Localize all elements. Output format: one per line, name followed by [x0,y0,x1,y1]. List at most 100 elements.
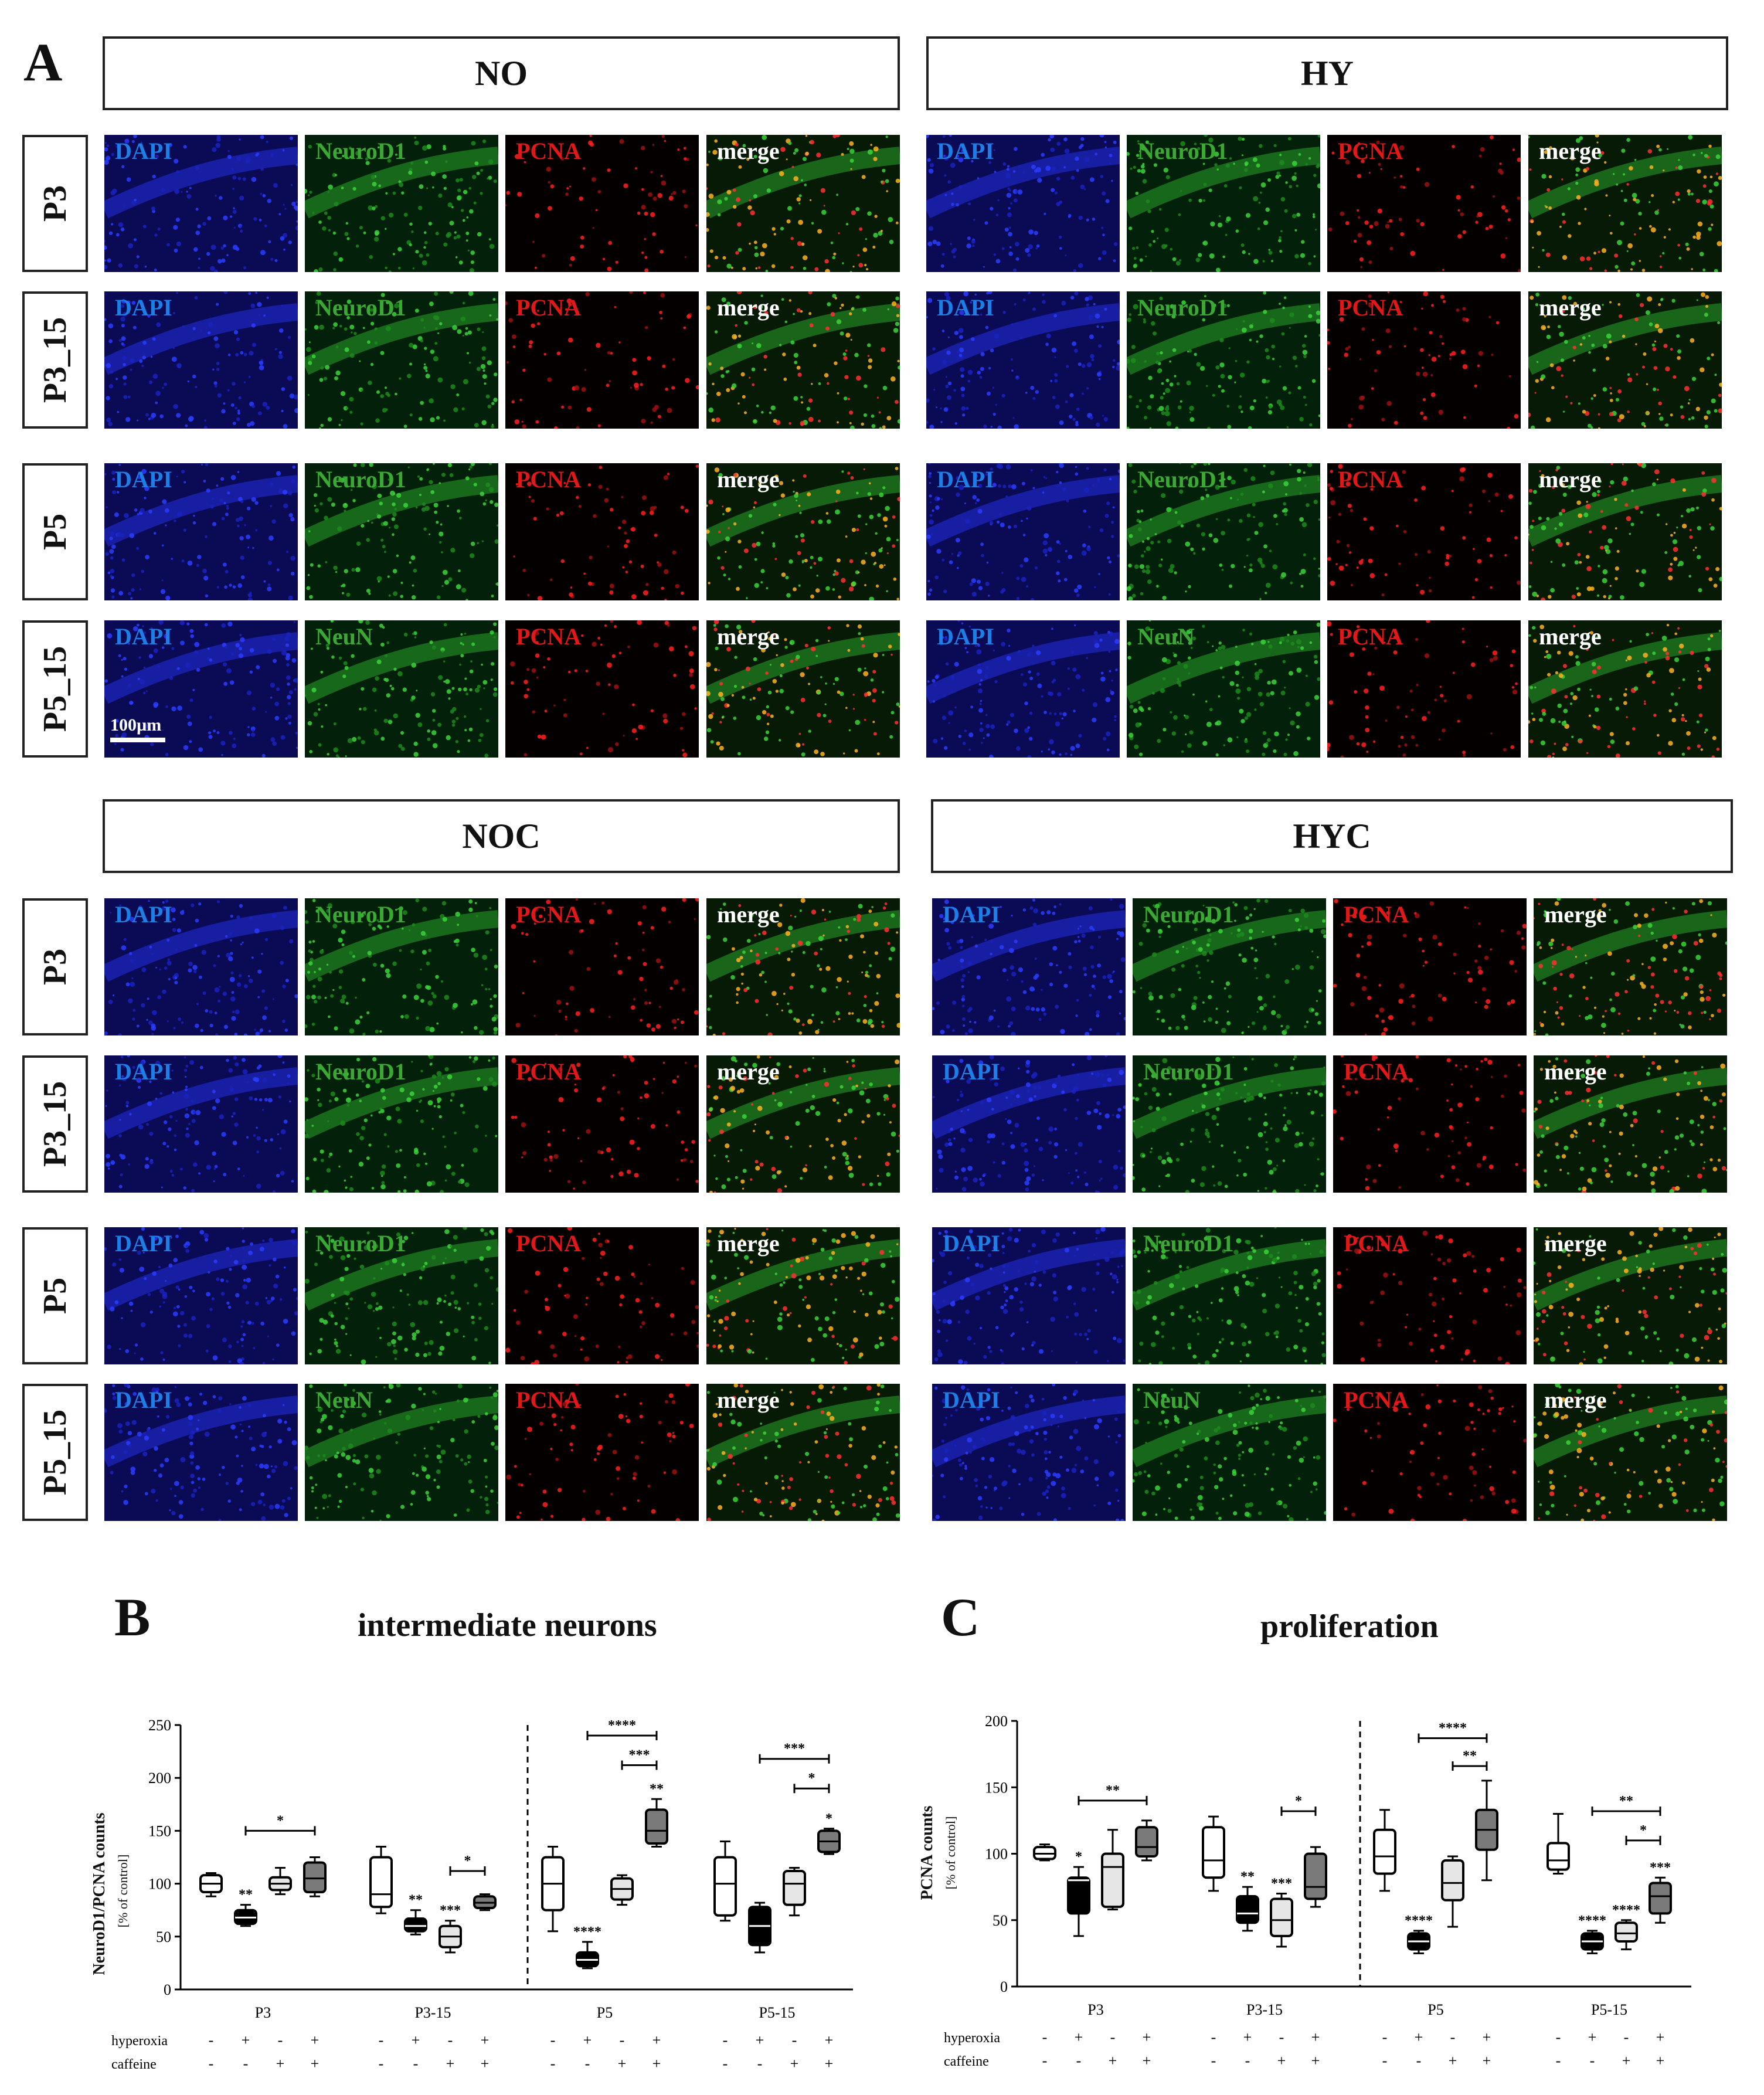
box [1649,1882,1672,1915]
micrograph-tile-neun: NeuN [1133,1384,1326,1521]
tile-channel-label: PCNA [1338,623,1403,650]
box [1101,1852,1124,1909]
condition-sign: + [756,2032,764,2049]
micrograph-tile-pcna: PCNA [505,1227,699,1364]
x-group-label: P3 [1087,2001,1103,2018]
y-tick-label: 100 [985,1846,1008,1863]
micrograph-tile-merge: merge [1528,291,1722,429]
tile-channel-label: NeuroD1 [1143,901,1234,928]
y-tick-label: 50 [156,1928,171,1945]
micrograph-tile-dapi: DAPI [926,620,1120,758]
micrograph-tile-dapi: DAPI [932,1227,1126,1364]
tile-channel-label: merge [717,1387,780,1413]
row-label-text: P3_15 [37,1081,73,1167]
micrograph-tile-merge: merge [1528,620,1722,758]
tile-channel-label: DAPI [943,1230,1000,1257]
condition-sign: - [1076,2052,1082,2069]
micrograph-tile-neurod1: NeuroD1 [305,1227,498,1364]
condition-sign: - [585,2055,590,2072]
micrograph-tile-pcna: PCNA [505,898,699,1035]
bracket-label: **** [608,1718,636,1733]
row-label-p3_15: P3_15 [22,1055,88,1193]
tile-channel-label: DAPI [115,1058,172,1085]
micrograph-tile-merge: merge [1528,463,1722,600]
micrograph-tile-pcna: PCNA [505,1384,699,1521]
significance-star: ** [409,1893,423,1908]
micrograph-tile-neurod1: NeuroD1 [1127,291,1320,429]
micrograph-tile-pcna: PCNA [505,135,699,272]
box [1304,1852,1327,1900]
tile-channel-label: merge [717,623,780,650]
micrograph-tile-merge: merge [706,620,900,758]
tile-channel-label: PCNA [1338,138,1403,164]
condition-sign: + [618,2055,627,2072]
tile-channel-label: DAPI [943,1058,1000,1085]
row-label-p3: P3 [22,135,88,272]
tile-channel-label: NeuroD1 [315,294,406,321]
condition-sign: - [620,2032,625,2049]
panel-letter-b: B [114,1587,151,1647]
condition-sign: + [1243,2029,1252,2046]
tile-channel-label: PCNA [516,1058,582,1085]
micrograph-tile-neurod1: NeuroD1 [1127,135,1320,272]
condition-sign: + [652,2032,661,2049]
tile-channel-label: NeuN [315,623,373,650]
micrograph-tile-pcna: PCNA [1333,1384,1527,1521]
significance-star: **** [573,1924,601,1940]
bracket-label: * [1295,1794,1302,1809]
micrograph-tile-pcna: PCNA [1333,1055,1527,1193]
bracket-label: * [464,1853,471,1869]
tile-channel-label: DAPI [115,901,172,928]
bracket-label: ** [1463,1748,1477,1764]
micrograph-tile-pcna: PCNA [505,463,699,600]
condition-label: NOC [462,816,541,855]
tile-channel-label: NeuroD1 [1137,294,1228,321]
micrograph-tile-merge: merge [1534,1227,1727,1364]
tile-channel-label: NeuroD1 [1137,138,1228,164]
bracket-label: **** [1439,1720,1467,1736]
tile-channel-label: DAPI [115,623,172,650]
bracket-label: * [1640,1823,1647,1838]
tile-channel-label: merge [1544,1058,1607,1085]
bracket-label: *** [784,1741,805,1757]
tile-channel-label: PCNA [516,623,582,650]
row-label-p5_15: P5_15 [22,1384,88,1521]
chart-b-title: intermediate neurons [358,1607,657,1644]
tile-channel-label: merge [717,294,780,321]
micrograph-tile-dapi: DAPI [932,898,1126,1035]
condition-sign: + [1311,2052,1320,2069]
row-label-p5_15: P5_15 [22,620,88,758]
micrograph-tile-pcna: PCNA [505,1055,699,1193]
tile-channel-label: PCNA [1344,1058,1409,1085]
tile-channel-label: merge [717,138,780,164]
micrograph-tile-pcna: PCNA [1327,463,1521,600]
condition-sign: - [1590,2052,1595,2069]
box [404,1917,427,1933]
box [1441,1859,1464,1902]
tile-channel-label: DAPI [937,294,994,321]
x-group-label: P5-15 [1591,2001,1627,2018]
row-label-text: P5 [37,513,73,551]
micrograph-tile-merge: merge [1534,898,1727,1035]
y-tick-label: 150 [985,1779,1008,1796]
tile-channel-label: NeuroD1 [315,1058,406,1085]
micrograph-tile-dapi: DAPI [932,1055,1126,1193]
condition-sign: - [379,2032,384,2049]
condition-sign: - [278,2032,283,2049]
micrograph-tile-neurod1: NeuroD1 [1133,1227,1326,1364]
micrograph-tile-neun: NeuN [305,620,498,758]
box [369,1856,393,1909]
tile-channel-label: merge [1544,1230,1607,1257]
significance-star: ** [650,1781,664,1797]
condition-label: HY [1301,53,1354,93]
micrograph-tile-pcna: PCNA [1327,291,1521,429]
micrograph-tile-dapi: DAPI [932,1384,1126,1521]
condition-sign: - [1556,2029,1561,2046]
micrograph-tile-neurod1: NeuroD1 [1127,463,1320,600]
tile-channel-label: merge [1539,623,1602,650]
condition-sign: + [481,2055,490,2072]
scale-bar-label: 100µm [110,715,162,735]
micrograph-tile-dapi: DAPI [104,898,298,1035]
micrograph-tile-merge: merge [1534,1055,1727,1193]
micrograph-tile-merge: merge [1534,1384,1727,1521]
